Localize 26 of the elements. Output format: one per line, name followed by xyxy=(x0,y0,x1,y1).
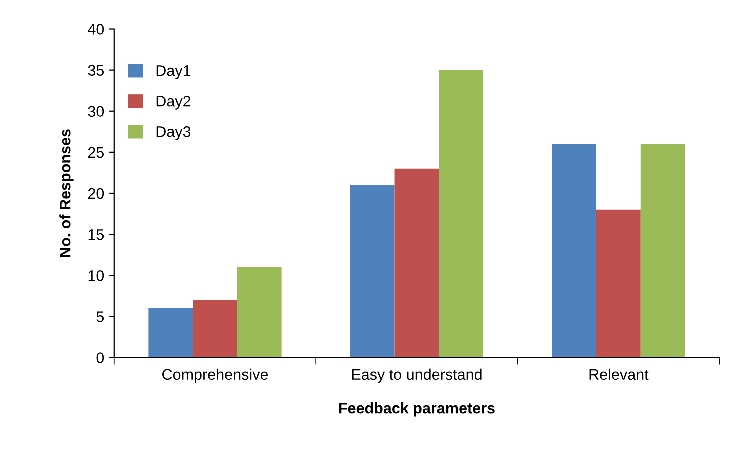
bar xyxy=(148,308,194,358)
y-tick-label: 25 xyxy=(88,147,104,158)
legend-label: Day1 xyxy=(156,66,191,80)
y-tick-label: 30 xyxy=(88,106,104,118)
bar xyxy=(596,210,641,358)
y-tick-label: 10 xyxy=(88,270,104,282)
y-tick-label: 0 xyxy=(96,352,104,364)
bar xyxy=(193,300,238,358)
bar xyxy=(237,267,282,358)
y-tick-label: 5 xyxy=(96,312,104,322)
y-tick-label: 15 xyxy=(88,230,104,240)
y-tick-label: 40 xyxy=(88,24,104,35)
y-tick-label: 35 xyxy=(88,65,104,76)
bar xyxy=(640,144,686,358)
bar xyxy=(394,168,440,358)
legend-label: Day3 xyxy=(156,126,191,140)
bar xyxy=(350,185,395,358)
y-axis-title: No. of Responses xyxy=(60,130,74,257)
x-tick-label: Relevant xyxy=(590,368,649,380)
bar xyxy=(552,144,596,358)
y-tick-label: 20 xyxy=(88,188,104,200)
legend-label: Day2 xyxy=(156,96,191,110)
x-axis-title: Feedback parameters xyxy=(339,402,495,417)
x-tick-label: Comprehensive xyxy=(162,368,268,384)
bar xyxy=(439,70,484,358)
x-tick-label: Easy to understand xyxy=(352,368,482,384)
